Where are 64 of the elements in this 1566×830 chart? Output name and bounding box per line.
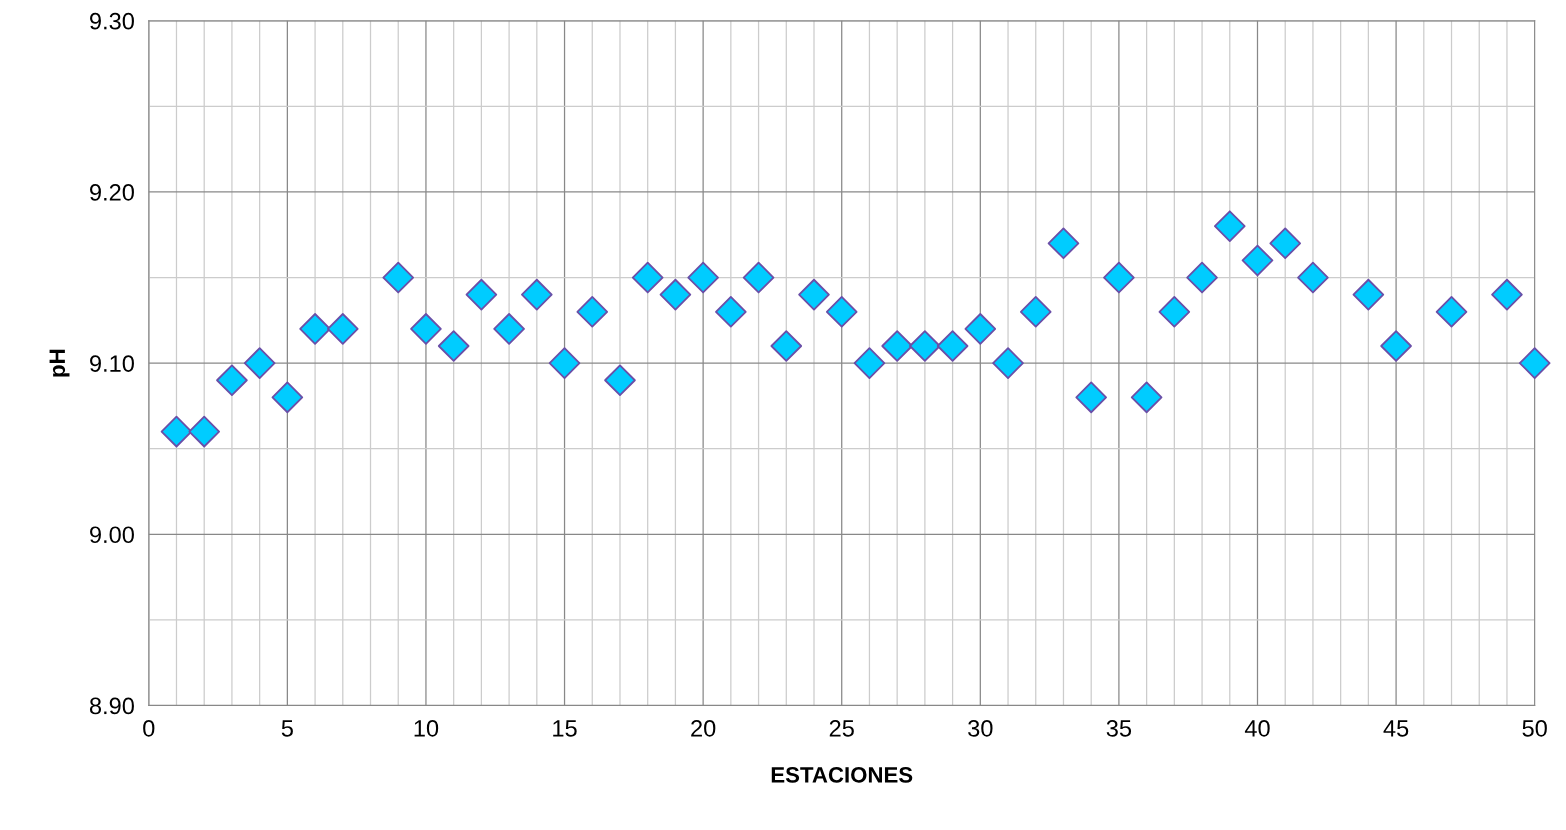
point [548, 347, 581, 379]
point [631, 261, 664, 294]
point [1019, 295, 1052, 328]
point [216, 364, 248, 397]
point [1352, 278, 1385, 311]
point [299, 313, 331, 345]
point [326, 313, 359, 345]
point [1297, 261, 1329, 294]
point [382, 261, 415, 294]
x-tick-label: 5 [281, 720, 293, 737]
point [909, 330, 941, 362]
point [853, 347, 886, 379]
point [687, 261, 719, 294]
x-tick-label: 15 [553, 720, 577, 737]
point [1158, 295, 1191, 328]
point [936, 330, 969, 362]
point [1491, 278, 1523, 311]
x-axis-title: ESTACIONES [771, 766, 913, 783]
x-tick-label: 25 [829, 720, 854, 737]
point [1213, 210, 1246, 242]
point [659, 278, 692, 311]
point [493, 313, 525, 345]
point [715, 295, 747, 328]
y-tick-label: 9.10 [90, 355, 134, 372]
point [604, 364, 636, 397]
y-tick-label: 9.30 [90, 12, 134, 30]
point [1269, 227, 1302, 260]
x-tick-label: 50 [1522, 720, 1547, 737]
point [881, 330, 913, 362]
point [1186, 261, 1218, 294]
x-tick-label: 10 [414, 720, 439, 737]
x-tick-label: 20 [691, 720, 716, 737]
y-tick-label: 8.90 [89, 697, 134, 715]
point [798, 278, 830, 311]
point [1130, 381, 1163, 414]
point [410, 313, 442, 345]
point [742, 261, 775, 294]
x-tick-label: 30 [968, 720, 993, 737]
point [437, 330, 470, 362]
y-tick-label: 9.20 [90, 184, 134, 201]
point [271, 381, 304, 414]
point [825, 295, 858, 328]
point [160, 415, 193, 448]
point [1518, 347, 1551, 379]
point [465, 278, 498, 311]
point [964, 313, 997, 345]
x-tick-label: 45 [1383, 720, 1409, 737]
point [576, 295, 609, 328]
point [770, 330, 803, 362]
x-tick-label: 40 [1244, 720, 1270, 737]
y-tick-label: 9.00 [90, 526, 134, 544]
point [1075, 381, 1107, 414]
point [521, 278, 553, 311]
point [1435, 295, 1468, 328]
point [992, 347, 1024, 379]
point [188, 415, 221, 448]
y-axis-title: pH [49, 349, 70, 377]
point [1103, 261, 1135, 294]
point [1380, 330, 1412, 362]
point [243, 347, 276, 379]
point [1241, 244, 1274, 277]
x-tick-label: 35 [1106, 720, 1132, 737]
x-tick-label: 0 [143, 720, 155, 737]
point [1047, 227, 1080, 260]
